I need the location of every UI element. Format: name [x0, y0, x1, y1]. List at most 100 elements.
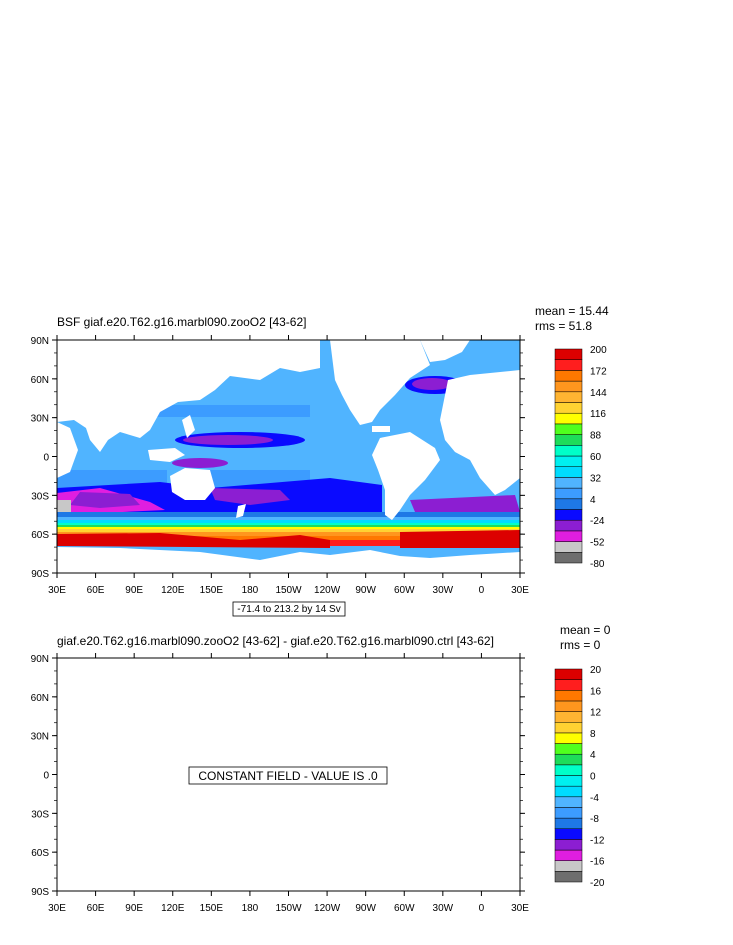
africa-europe-land	[440, 370, 520, 495]
bottom-colorbar-swatch	[554, 700, 583, 712]
bottom-colorbar-label: 8	[590, 729, 596, 740]
top-colorbar-swatch	[554, 370, 583, 382]
top-colorbar-swatch	[554, 445, 583, 457]
indonesia-land	[148, 448, 185, 462]
caribbean-land	[372, 426, 390, 432]
bottom-colorbar-swatch	[554, 839, 583, 851]
top-colorbar-swatch	[554, 530, 583, 542]
japan-land	[182, 415, 195, 438]
top-lon-label: 150E	[200, 585, 224, 596]
top-rms: rms = 51.8	[535, 319, 592, 333]
bottom-colorbar-swatch	[554, 668, 583, 680]
top-lon-label: 30E	[511, 585, 529, 596]
top-colorbar-label: 200	[590, 345, 607, 356]
top-colorbar-swatch	[554, 359, 583, 371]
top-lon-label: 30W	[433, 585, 454, 596]
top-colorbar-label: 32	[590, 473, 602, 484]
top-colorbar-swatch	[554, 487, 583, 500]
north-atlantic-gyre-inner	[412, 378, 452, 390]
bottom-colorbar-swatch	[554, 732, 583, 744]
bottom-colorbar-swatch	[554, 743, 583, 755]
top-colorbar-swatch	[554, 391, 583, 403]
top-lon-label: 90W	[355, 585, 376, 596]
top-lon-label: 120E	[161, 585, 185, 596]
bottom-colorbar-swatch	[554, 690, 583, 702]
bottom-lat-label: 60N	[31, 693, 49, 704]
pacific-gyre-purple	[210, 488, 290, 505]
acc-band-6	[57, 527, 520, 530]
top-colorbar-label: 60	[590, 452, 602, 463]
axes-layer: 90N 60N 30N 0 30S 60S 90S 30E 60E 90E 120E 150E 180 1…	[31, 335, 529, 914]
top-colorbar-swatch	[554, 466, 583, 478]
top-lon-label: 0	[479, 585, 485, 596]
bottom-colorbar-swatch	[554, 775, 583, 787]
top-colorbar-swatch	[554, 541, 583, 553]
bottom-lat-label: 30N	[31, 732, 49, 743]
bottom-lon-label: 60W	[394, 903, 415, 914]
bottom-colorbar-label: -20	[590, 878, 605, 889]
bottom-lon-label: 60E	[87, 903, 105, 914]
bottom-colorbar-swatch	[554, 860, 583, 872]
top-map	[57, 340, 520, 573]
bottom-colorbar-label: 4	[590, 750, 596, 761]
bottom-colorbar-swatch	[554, 785, 583, 798]
top-colorbar-label: 88	[590, 431, 602, 442]
top-lon-label: 30E	[48, 585, 66, 596]
bottom-colorbar-label: -16	[590, 857, 605, 868]
top-colorbar-swatch	[554, 477, 583, 489]
acc-band-2	[57, 517, 520, 522]
bottom-colorbar-swatch	[554, 849, 583, 861]
bottom-colorbar-label: -12	[590, 835, 605, 846]
africa-east-land	[57, 422, 78, 478]
bottom-lat-label: 60S	[31, 848, 49, 859]
bottom-lon-label: 30W	[433, 903, 454, 914]
top-lat-label: 0	[43, 453, 49, 464]
bottom-colorbar-swatch	[554, 722, 583, 734]
acc-band-1	[57, 512, 520, 520]
indian-gyre-purple	[70, 492, 140, 508]
top-colorbar-label: -24	[590, 516, 605, 527]
top-lat-label: 90N	[31, 336, 49, 347]
bottom-colorbar-swatch	[554, 679, 583, 691]
bottom-lon-label: 90E	[125, 903, 143, 914]
bottom-title: giaf.e20.T62.g16.marbl090.zooO2 [43-62] …	[57, 634, 494, 648]
bottom-lon-label: 30E	[48, 903, 66, 914]
bottom-lat-label: 90N	[31, 654, 49, 665]
top-colorbar-swatch	[554, 380, 583, 393]
top-lat-label: 30N	[31, 414, 49, 425]
top-colorbar-swatch	[554, 412, 583, 425]
top-colorbar-label: -80	[590, 559, 605, 570]
constant-note-box	[188, 766, 388, 785]
bottom-lon-label: 30E	[511, 903, 529, 914]
australia-land	[170, 468, 215, 500]
constant-note: CONSTANT FIELD - VALUE IS .0	[198, 769, 378, 783]
north-pacific-band	[150, 405, 310, 417]
top-colorbar-swatch	[554, 509, 583, 521]
top-lon-label: 60E	[87, 585, 105, 596]
bottom-lon-label: 0	[479, 903, 485, 914]
antarctica-land	[57, 547, 520, 573]
acc-core-east	[400, 530, 520, 548]
bottom-colorbar-label: 12	[590, 708, 602, 719]
acc-band-7	[57, 529, 520, 533]
top-colorbar-swatch	[554, 455, 583, 467]
bottom-colorbar-label: 0	[590, 772, 596, 783]
bottom-panel: giaf.e20.T62.g16.marbl090.zooO2 [43-62] …	[56, 623, 611, 892]
top-lon-label: 60W	[394, 585, 415, 596]
top-lon-label: 90E	[125, 585, 143, 596]
top-colorbar-label: 4	[590, 495, 596, 506]
top-mean: mean = 15.44	[535, 304, 609, 318]
bottom-lon-label: 180	[242, 903, 259, 914]
bottom-colorbar-swatch	[554, 764, 583, 776]
acc-band-8	[57, 532, 520, 537]
bottom-lon-label: 120W	[314, 903, 341, 914]
top-lat-label: 30S	[31, 491, 49, 502]
acc-band-3	[57, 520, 520, 524]
top-colorbar-swatch	[554, 402, 583, 414]
bottom-colorbar-swatch	[554, 817, 583, 829]
range-note: -71.4 to 213.2 by 14 Sv	[237, 604, 340, 615]
atlantic-gyre-purple	[410, 495, 520, 512]
bottom-colorbar-label: 16	[590, 686, 602, 697]
top-lon-label: 120W	[314, 585, 341, 596]
